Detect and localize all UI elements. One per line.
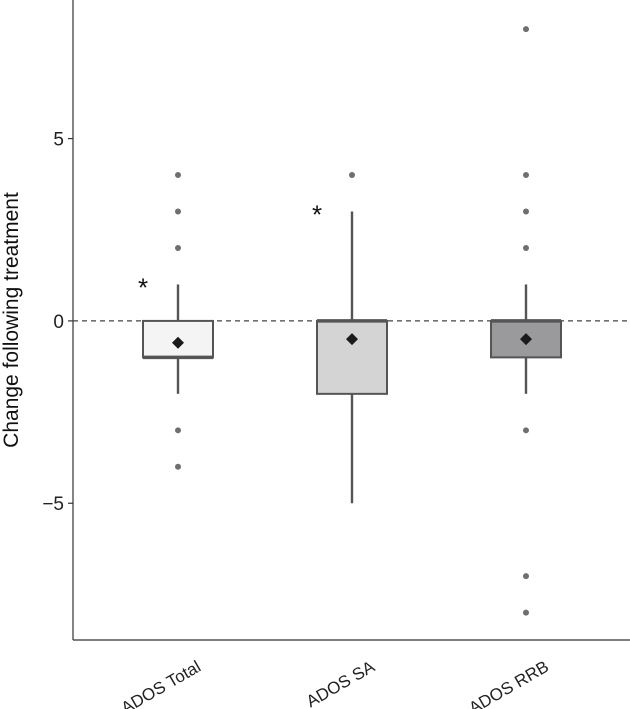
box-group: *	[312, 172, 387, 503]
box-group	[491, 26, 561, 615]
outlier-point	[175, 245, 181, 251]
outlier-point	[175, 172, 181, 178]
outlier-point	[523, 172, 529, 178]
x-category-labels: ADOS Total ADOS SA ADOS RRB	[118, 657, 552, 709]
significance-marker: *	[312, 200, 322, 230]
outlier-point	[523, 573, 529, 579]
outlier-point	[175, 427, 181, 433]
outlier-point	[349, 172, 355, 178]
x-category-label: ADOS SA	[303, 657, 379, 709]
y-tick-label: 0	[53, 312, 64, 333]
significance-marker: *	[138, 272, 148, 302]
box	[317, 321, 387, 394]
outlier-point	[523, 245, 529, 251]
outlier-point	[523, 209, 529, 215]
y-tick-label: 5	[53, 130, 64, 151]
outlier-point	[523, 26, 529, 32]
y-axis-title: Change following treatment	[0, 192, 23, 448]
y-tick-label: −5	[42, 494, 64, 515]
outlier-point	[175, 209, 181, 215]
x-category-label: ADOS Total	[118, 657, 204, 709]
box-plot-chart: −505 ** ADOS Total ADOS SA ADOS RRB Change…	[0, 0, 630, 709]
outlier-point	[175, 464, 181, 470]
x-category-label: ADOS RRB	[466, 657, 552, 709]
outlier-point	[523, 610, 529, 616]
box-series: **	[138, 26, 561, 615]
outlier-point	[523, 427, 529, 433]
box-group: *	[138, 172, 213, 470]
y-ticks: −5 0 5	[42, 130, 73, 516]
